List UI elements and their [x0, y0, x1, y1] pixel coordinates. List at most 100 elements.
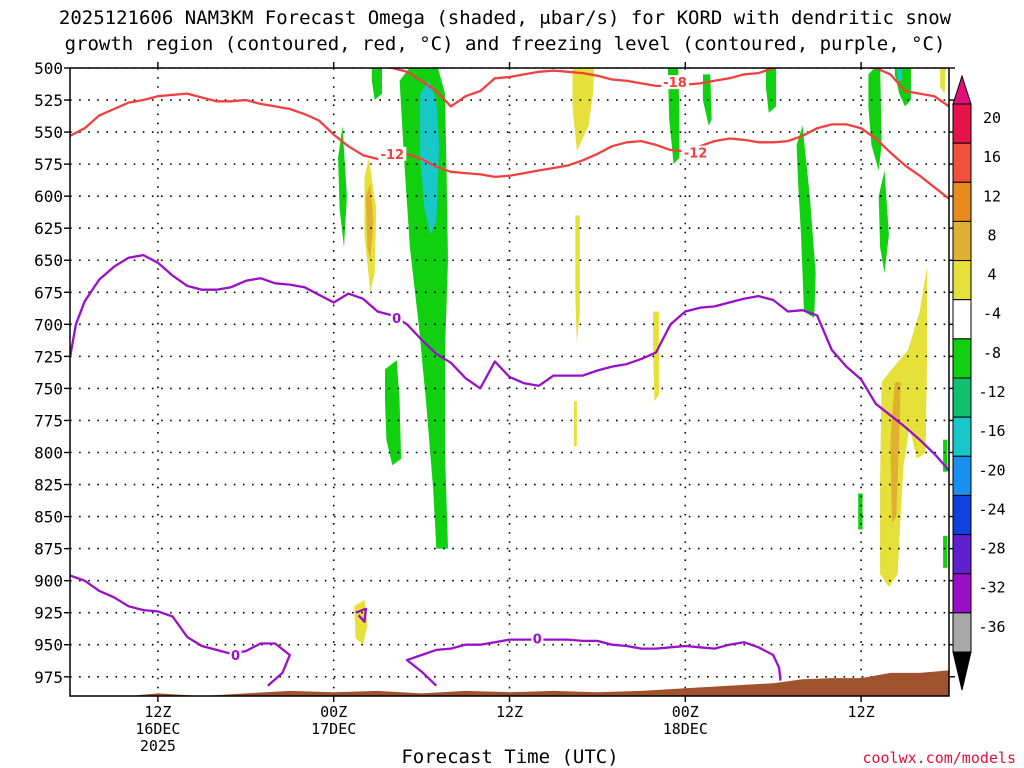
colorbar-bin-5 — [952, 299, 972, 340]
x-tick-label-3-0: 00Z — [672, 703, 699, 721]
plot-area: -18 -12 -12 0 0 0 — [70, 36, 968, 696]
colorbar-bin-8 — [952, 416, 972, 457]
y-tick-label-5: 625 — [34, 219, 63, 238]
dgz-contour-line-0 — [70, 92, 949, 200]
omega-region-13 — [896, 68, 903, 81]
freezing-contour-line-4 — [355, 607, 368, 623]
omega-region-23 — [653, 311, 659, 402]
credit-text: coolwx.com/models — [862, 749, 1016, 767]
dgz-contour-label-bg-2 — [681, 145, 710, 160]
y-tick-label-15: 875 — [34, 540, 63, 559]
y-tick-label-16: 900 — [34, 572, 63, 591]
colorbar-bin-3 — [952, 220, 972, 262]
colorbar-label-5: -4 — [983, 305, 1001, 323]
colorbar-label-1: 16 — [983, 148, 1001, 166]
y-tick-label-2: 550 — [34, 123, 63, 142]
omega-region-1 — [371, 68, 382, 100]
omega-region-16 — [943, 535, 948, 568]
colorbar-label-7: -12 — [978, 383, 1005, 401]
x-tick-label-3-1: 18DEC — [663, 720, 708, 738]
y-tick-label-1: 525 — [34, 91, 63, 110]
colorbar-bin-7 — [952, 377, 972, 418]
y-tick-label-12: 800 — [34, 443, 63, 462]
colorbar-label-13: -36 — [978, 618, 1005, 636]
omega-region-6 — [667, 68, 680, 165]
omega-region-22 — [574, 401, 577, 447]
plot-content: -18 -12 -12 0 0 0 — [70, 36, 968, 696]
colorbar-label-2: 12 — [983, 187, 1001, 205]
omega-region-27 — [940, 68, 946, 94]
y-tick-label-13: 825 — [34, 476, 63, 495]
colorbar-bin-9 — [952, 455, 972, 496]
y-tick-label-11: 775 — [34, 411, 63, 430]
omega-region-11 — [878, 170, 889, 274]
omega-region-10 — [868, 68, 882, 171]
y-tick-label-6: 650 — [34, 251, 63, 270]
dgz-contour-label-bg-1 — [378, 146, 407, 161]
colorbar: 20 16 12 8 4 -4 -8 -12 -16 -20 -24 -28 -32 -36 — [952, 74, 1006, 691]
y-tick-label-19: 975 — [34, 668, 63, 687]
x-tick-label-1-1: 17DEC — [311, 720, 356, 738]
freezing-contour-label-1: 0 — [533, 632, 542, 647]
y-tick-label-3: 575 — [34, 155, 63, 174]
omega-region-17 — [858, 493, 863, 530]
omega-region-0 — [338, 125, 347, 248]
axes: 500 525 550 575 600 625 650 675 700 725 750 775 800 8… — [34, 59, 955, 755]
freezing-contour-line-3 — [405, 638, 782, 687]
dgz-contour-line-3 — [385, 68, 949, 108]
colorbar-bin-0 — [952, 103, 972, 144]
freezing-contour-label-2: 0 — [231, 649, 240, 664]
y-tick-label-10: 750 — [34, 379, 63, 398]
omega-region-21 — [575, 215, 580, 344]
colorbar-bin-2 — [952, 181, 972, 222]
colorbar-label-9: -20 — [978, 461, 1005, 479]
colorbar-bin-10 — [952, 494, 972, 536]
omega-region-8 — [765, 68, 777, 113]
y-tick-label-0: 500 — [34, 59, 63, 78]
freezing-contour-line-0 — [70, 253, 949, 472]
colorbar-top-arrow — [952, 74, 972, 105]
x-tick-label-2-0: 12Z — [496, 703, 523, 721]
colorbar-label-10: -24 — [978, 500, 1005, 518]
omega-region-20 — [572, 68, 595, 152]
y-tick-label-7: 675 — [34, 283, 63, 302]
freezing-contour-label-0: 0 — [392, 312, 401, 327]
freezing-contour-label-bg-2 — [229, 647, 242, 662]
omega-region-9 — [796, 125, 816, 318]
omega-region-2 — [385, 360, 402, 466]
colorbar-bin-4 — [952, 260, 972, 301]
colorbar-bin-11 — [952, 534, 972, 575]
colorbar-bin-13 — [952, 612, 972, 653]
colorbar-label-11: -28 — [978, 540, 1005, 558]
x-axis-label: Forecast Time (UTC) — [401, 746, 618, 768]
x-tick-label-0-0: 12Z — [144, 703, 171, 721]
x-tick-label-1-0: 00Z — [320, 703, 347, 721]
dgz-contour-label-2: -12 — [684, 147, 708, 162]
y-tick-label-18: 950 — [34, 636, 63, 655]
plot-frame — [69, 67, 950, 697]
dgz-contour-label-0: -18 — [663, 76, 687, 91]
colorbar-label-3: 8 — [987, 226, 996, 244]
colorbar-label-8: -16 — [978, 422, 1005, 440]
colorbar-bin-6 — [952, 338, 972, 379]
y-tick-label-8: 700 — [34, 315, 63, 334]
omega-region-14 — [958, 36, 968, 81]
freezing-contour-label-bg-0 — [390, 310, 403, 325]
colorbar-bottom-arrow — [952, 651, 972, 691]
colorbar-bin-12 — [952, 573, 972, 614]
y-tick-label-9: 725 — [34, 347, 63, 366]
freezing-contour-line-2 — [70, 574, 291, 687]
terrain-fill — [70, 670, 949, 696]
x-tick-label-0-1: 16DEC — [135, 720, 180, 738]
omega-region-19 — [365, 183, 374, 261]
colorbar-label-4: 4 — [987, 266, 996, 284]
colorbar-label-6: -8 — [983, 344, 1001, 362]
chart-title-line2: growth region (contoured, red, °C) and f… — [65, 33, 946, 55]
x-tick-label-0-2: 2025 — [140, 737, 176, 755]
x-tick-label-4-0: 12Z — [848, 703, 875, 721]
colorbar-bin-1 — [952, 142, 972, 183]
dgz-contour-label-1: -12 — [381, 148, 405, 163]
dgz-contour-label-bg-0 — [661, 75, 690, 90]
y-tick-label-4: 600 — [34, 187, 63, 206]
